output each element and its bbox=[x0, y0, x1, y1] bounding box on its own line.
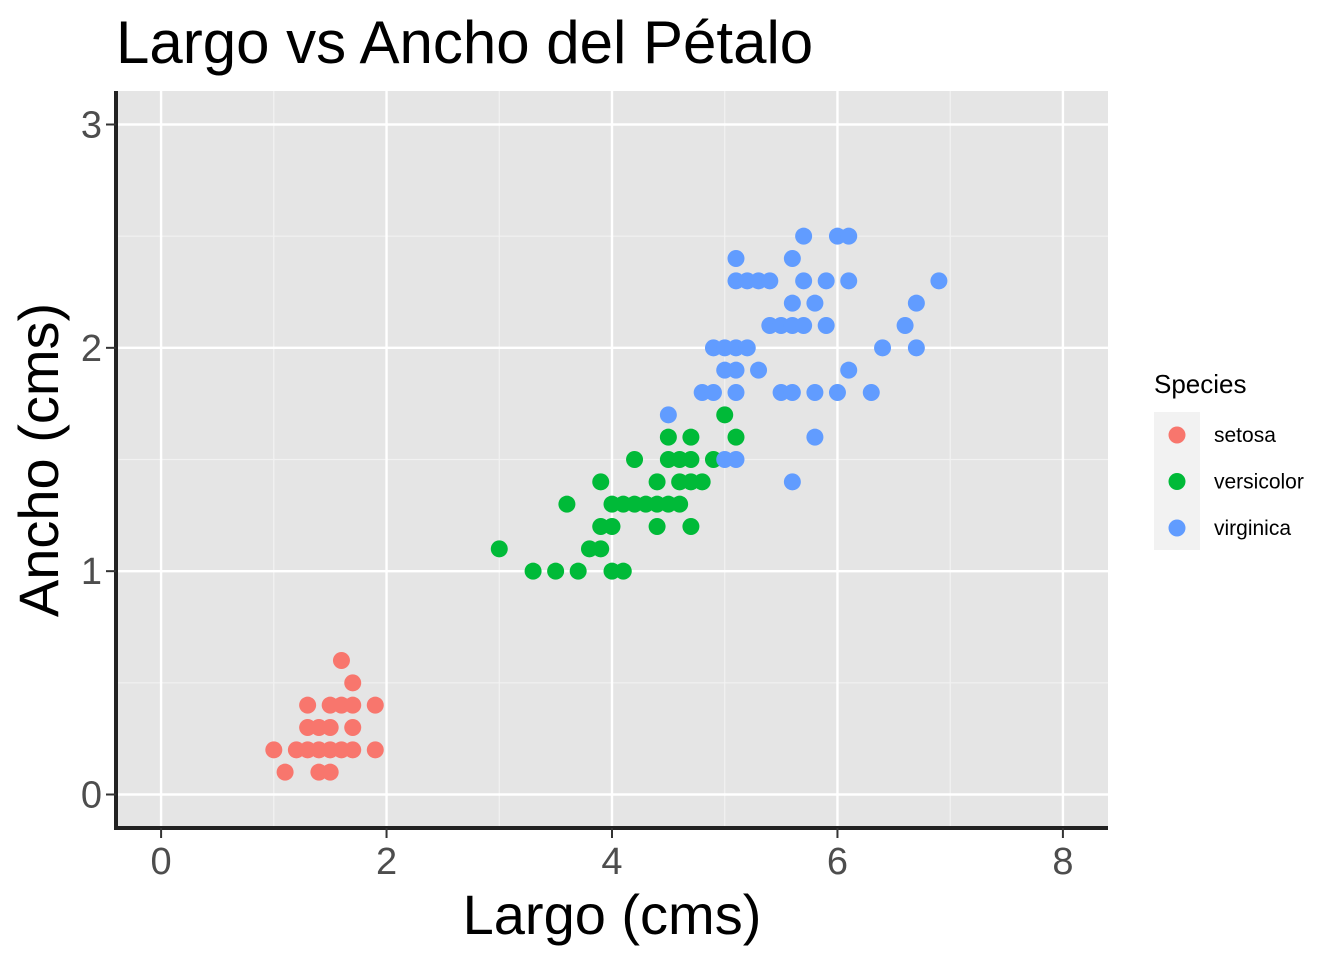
chart-title: Largo vs Ancho del Pétalo bbox=[116, 9, 813, 76]
point-setosa bbox=[276, 763, 294, 781]
point-versicolor bbox=[671, 495, 689, 513]
point-versicolor bbox=[727, 428, 745, 446]
x-tick-label: 8 bbox=[1052, 841, 1073, 883]
point-versicolor bbox=[659, 428, 677, 446]
point-versicolor bbox=[569, 562, 587, 580]
point-virginica bbox=[783, 473, 801, 491]
point-virginica bbox=[761, 272, 779, 290]
legend-key-virginica bbox=[1168, 519, 1186, 537]
y-tick-label: 0 bbox=[81, 775, 102, 817]
point-virginica bbox=[659, 406, 677, 424]
point-virginica bbox=[795, 317, 813, 334]
point-setosa bbox=[344, 741, 362, 759]
point-virginica bbox=[896, 317, 914, 334]
legend: Species setosa versicolor virginica bbox=[1154, 369, 1304, 550]
data-points bbox=[265, 227, 948, 781]
point-versicolor bbox=[716, 406, 734, 424]
point-setosa bbox=[321, 719, 339, 736]
point-setosa bbox=[344, 696, 362, 714]
point-versicolor bbox=[682, 451, 700, 468]
point-setosa bbox=[366, 741, 384, 759]
legend-key-setosa bbox=[1168, 426, 1186, 444]
legend-label-versicolor: versicolor bbox=[1214, 471, 1304, 494]
point-virginica bbox=[738, 339, 756, 357]
point-virginica bbox=[727, 451, 745, 468]
point-virginica bbox=[806, 294, 824, 312]
point-versicolor bbox=[592, 540, 610, 558]
point-setosa bbox=[332, 652, 350, 669]
point-versicolor bbox=[682, 518, 700, 535]
point-virginica bbox=[727, 361, 745, 379]
point-virginica bbox=[840, 361, 858, 379]
legend-label-virginica: virginica bbox=[1214, 517, 1291, 540]
point-virginica bbox=[783, 294, 801, 312]
point-virginica bbox=[783, 384, 801, 401]
point-versicolor bbox=[547, 562, 565, 580]
point-versicolor bbox=[490, 540, 508, 558]
point-virginica bbox=[727, 250, 745, 267]
point-versicolor bbox=[592, 473, 610, 491]
point-setosa bbox=[344, 719, 362, 736]
legend-title: Species bbox=[1154, 369, 1247, 399]
point-virginica bbox=[806, 428, 824, 446]
point-virginica bbox=[930, 272, 948, 290]
point-virginica bbox=[795, 227, 813, 245]
y-axis-title: Ancho (cms) bbox=[7, 303, 70, 617]
point-versicolor bbox=[648, 518, 666, 535]
y-tick-label: 1 bbox=[81, 551, 102, 593]
point-virginica bbox=[783, 250, 801, 267]
point-virginica bbox=[907, 339, 925, 357]
point-versicolor bbox=[682, 428, 700, 446]
y-tick-label: 3 bbox=[81, 105, 102, 147]
point-virginica bbox=[806, 384, 824, 401]
point-virginica bbox=[862, 384, 880, 401]
point-versicolor bbox=[648, 473, 666, 491]
point-virginica bbox=[727, 384, 745, 401]
point-virginica bbox=[828, 384, 846, 401]
point-setosa bbox=[344, 674, 362, 692]
x-tick-label: 6 bbox=[827, 841, 848, 883]
y-tick-label: 2 bbox=[81, 328, 102, 370]
point-versicolor bbox=[524, 562, 542, 580]
x-tick-label: 4 bbox=[601, 841, 622, 883]
point-versicolor bbox=[603, 518, 621, 535]
point-virginica bbox=[750, 361, 768, 379]
point-versicolor bbox=[614, 562, 632, 580]
point-virginica bbox=[704, 384, 722, 401]
point-virginica bbox=[840, 272, 858, 290]
point-versicolor bbox=[626, 451, 644, 468]
point-virginica bbox=[795, 272, 813, 290]
point-virginica bbox=[817, 317, 835, 334]
point-versicolor bbox=[693, 473, 711, 491]
y-axis-ticks: 0 1 2 3 bbox=[81, 105, 116, 817]
point-setosa bbox=[366, 696, 384, 714]
point-virginica bbox=[817, 272, 835, 290]
legend-key-versicolor bbox=[1168, 473, 1186, 490]
point-versicolor bbox=[558, 495, 576, 513]
point-virginica bbox=[840, 227, 858, 245]
point-setosa bbox=[299, 696, 317, 714]
x-tick-label: 0 bbox=[151, 841, 172, 883]
point-setosa bbox=[265, 741, 283, 759]
x-tick-label: 2 bbox=[376, 841, 397, 883]
point-virginica bbox=[874, 339, 892, 357]
x-axis-ticks: 0 2 4 6 8 bbox=[151, 828, 1073, 883]
x-axis-title: Largo (cms) bbox=[463, 883, 762, 946]
point-setosa bbox=[321, 763, 339, 781]
point-virginica bbox=[907, 294, 925, 312]
legend-label-setosa: setosa bbox=[1214, 424, 1276, 447]
